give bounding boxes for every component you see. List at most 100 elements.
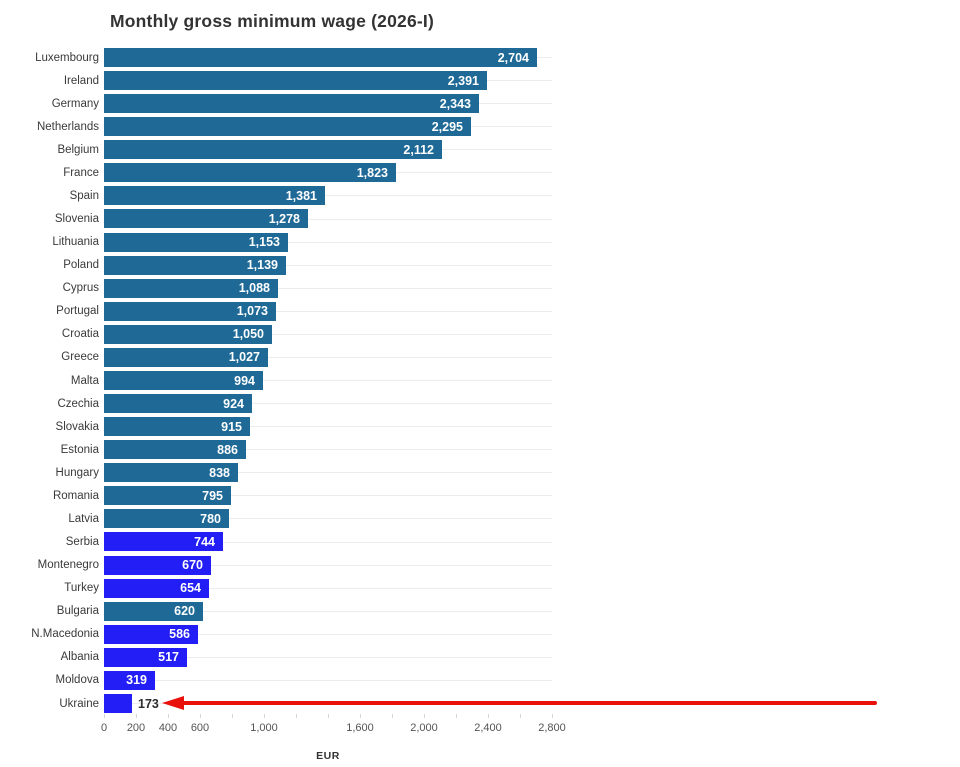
x-axis-tick-label: 1,600: [346, 722, 374, 734]
row-gridline: [104, 380, 552, 381]
row-gridline: [104, 587, 552, 589]
category-label: Poland: [63, 259, 99, 272]
bar: [104, 140, 442, 159]
category-label: Germany: [51, 97, 99, 110]
category-label: Latvia: [68, 512, 99, 525]
x-axis-tick: [295, 714, 297, 718]
bar-value-label: 586: [169, 627, 190, 642]
bar-value-label: 744: [194, 535, 215, 549]
x-axis-tick-label: 400: [158, 722, 178, 734]
bar: [104, 117, 471, 136]
category-label: Greece: [61, 351, 99, 364]
category-label: Lithuania: [52, 236, 99, 249]
category-label: Turkey: [64, 582, 99, 595]
bar: [104, 48, 537, 67]
x-axis-tick: [231, 714, 233, 718]
row-gridline: [104, 541, 552, 543]
bar-value-label: 620: [174, 604, 195, 619]
row-gridline: [104, 426, 552, 428]
x-axis-tick: [455, 714, 457, 718]
category-label: Spain: [69, 189, 99, 202]
bar: [104, 302, 276, 321]
bar: [104, 648, 187, 667]
bar: [104, 233, 288, 252]
category-label: Netherlands: [36, 120, 99, 133]
row-gridline: [104, 264, 552, 266]
x-axis-tick: [103, 714, 105, 718]
bar: [104, 579, 209, 598]
bar-value-label: 780: [200, 511, 221, 526]
annotation-arrow-line: [182, 701, 877, 705]
category-label: Ireland: [63, 74, 99, 87]
bar: [104, 209, 308, 228]
bar: [104, 671, 155, 690]
x-axis-tick-label: 200: [126, 722, 146, 734]
row-gridline: [104, 610, 552, 612]
bar: [104, 602, 203, 621]
row-gridline: [104, 287, 552, 289]
x-axis-tick-label: 0: [100, 722, 108, 734]
bar-value-label: 1,088: [238, 281, 270, 296]
row-gridline: [104, 218, 552, 220]
category-label: Bulgaria: [56, 605, 99, 618]
bar-value-label: 1,278: [268, 212, 300, 226]
bar-value-label: 795: [202, 488, 223, 503]
row-gridline: [104, 633, 552, 635]
category-label: Serbia: [65, 536, 99, 548]
x-axis-tick: [263, 714, 265, 718]
bar: [104, 256, 286, 275]
row-gridline: [104, 679, 552, 681]
row-gridline: [104, 656, 552, 658]
bar: [104, 325, 272, 344]
category-label: Estonia: [60, 443, 99, 456]
bar-value-label: 173: [138, 696, 159, 711]
x-axis-tick: [487, 714, 489, 718]
category-label: Croatia: [61, 328, 99, 341]
x-axis-tick: [135, 714, 137, 718]
x-axis-tick-label: 2,400: [474, 722, 502, 734]
bar-value-label: 1,027: [228, 350, 260, 365]
row-gridline: [104, 449, 552, 451]
x-axis-tick: [199, 714, 201, 718]
bar-value-label: 2,704: [497, 50, 529, 65]
x-axis-tick-label: 1,000: [250, 722, 278, 734]
bar-value-label: 915: [221, 419, 242, 434]
row-gridline: [104, 472, 552, 474]
bar: [104, 440, 246, 459]
category-label: Montenegro: [37, 559, 99, 571]
bar: [104, 394, 252, 413]
category-label: Cyprus: [62, 282, 99, 295]
category-label: Czechia: [57, 397, 99, 410]
x-axis-tick: [327, 714, 329, 718]
row-gridline: [104, 195, 552, 197]
row-gridline: [104, 241, 552, 243]
bar-value-label: 2,295: [431, 119, 463, 134]
category-label: Slovenia: [54, 213, 99, 225]
bar: [104, 556, 211, 575]
bar-value-label: 1,139: [246, 258, 278, 273]
bar-value-label: 1,381: [285, 188, 317, 203]
x-axis-tick: [551, 714, 553, 718]
bar-value-label: 670: [182, 558, 203, 572]
bar: [104, 463, 238, 482]
bar-value-label: 924: [223, 396, 244, 411]
bar: [104, 625, 198, 644]
annotation-arrow-head-icon: [162, 696, 184, 710]
row-gridline: [104, 518, 552, 520]
bar-value-label: 319: [126, 673, 147, 688]
x-axis-title: EUR: [316, 750, 340, 762]
bar-value-label: 654: [180, 581, 201, 596]
category-label: Hungary: [55, 466, 99, 479]
bar: [104, 509, 229, 528]
category-label: Moldova: [55, 674, 99, 687]
bar: [104, 371, 263, 390]
bar: [104, 186, 325, 205]
bar-value-label: 994: [234, 373, 255, 388]
row-gridline: [104, 333, 552, 335]
category-label: Albania: [60, 651, 99, 664]
bar-value-label: 2,343: [439, 96, 471, 111]
category-label: Ukraine: [59, 697, 99, 710]
x-axis-tick: [359, 714, 361, 718]
category-label: Malta: [70, 374, 99, 387]
x-axis-tick: [423, 714, 425, 718]
